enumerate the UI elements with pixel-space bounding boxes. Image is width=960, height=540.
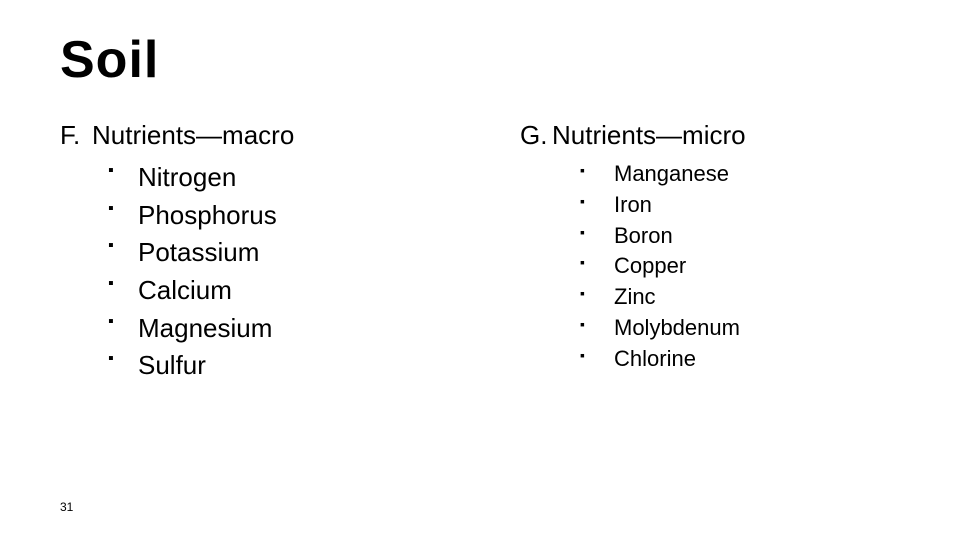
- list-item: Phosphorus: [108, 197, 440, 235]
- slide: Soil F. Nutrients—macro Nitrogen Phospho…: [0, 0, 960, 540]
- content-columns: F. Nutrients—macro Nitrogen Phosphorus P…: [60, 120, 900, 385]
- left-column: F. Nutrients—macro Nitrogen Phosphorus P…: [60, 120, 440, 385]
- macro-nutrient-list: Nitrogen Phosphorus Potassium Calcium Ma…: [60, 159, 440, 385]
- list-item: Zinc: [580, 282, 900, 313]
- list-item: Sulfur: [108, 347, 440, 385]
- page-number: 31: [60, 500, 73, 514]
- section-letter: F.: [60, 120, 92, 151]
- list-item: Nitrogen: [108, 159, 440, 197]
- micro-nutrient-list: Manganese Iron Boron Copper Zinc Molybde…: [520, 159, 900, 375]
- list-item: Manganese: [580, 159, 900, 190]
- section-label: Nutrients—micro: [552, 120, 746, 151]
- list-item: Iron: [580, 190, 900, 221]
- right-column: G. Nutrients—micro Manganese Iron Boron …: [520, 120, 900, 385]
- section-label: Nutrients—macro: [92, 120, 294, 151]
- list-item: Molybdenum: [580, 313, 900, 344]
- list-item: Magnesium: [108, 310, 440, 348]
- list-item: Calcium: [108, 272, 440, 310]
- list-item: Chlorine: [580, 344, 900, 375]
- section-g-heading: G. Nutrients—micro: [520, 120, 900, 151]
- section-f-heading: F. Nutrients—macro: [60, 120, 440, 151]
- list-item: Copper: [580, 251, 900, 282]
- list-item: Potassium: [108, 234, 440, 272]
- slide-title: Soil: [60, 30, 900, 90]
- list-item: Boron: [580, 221, 900, 252]
- section-letter: G.: [520, 120, 552, 151]
